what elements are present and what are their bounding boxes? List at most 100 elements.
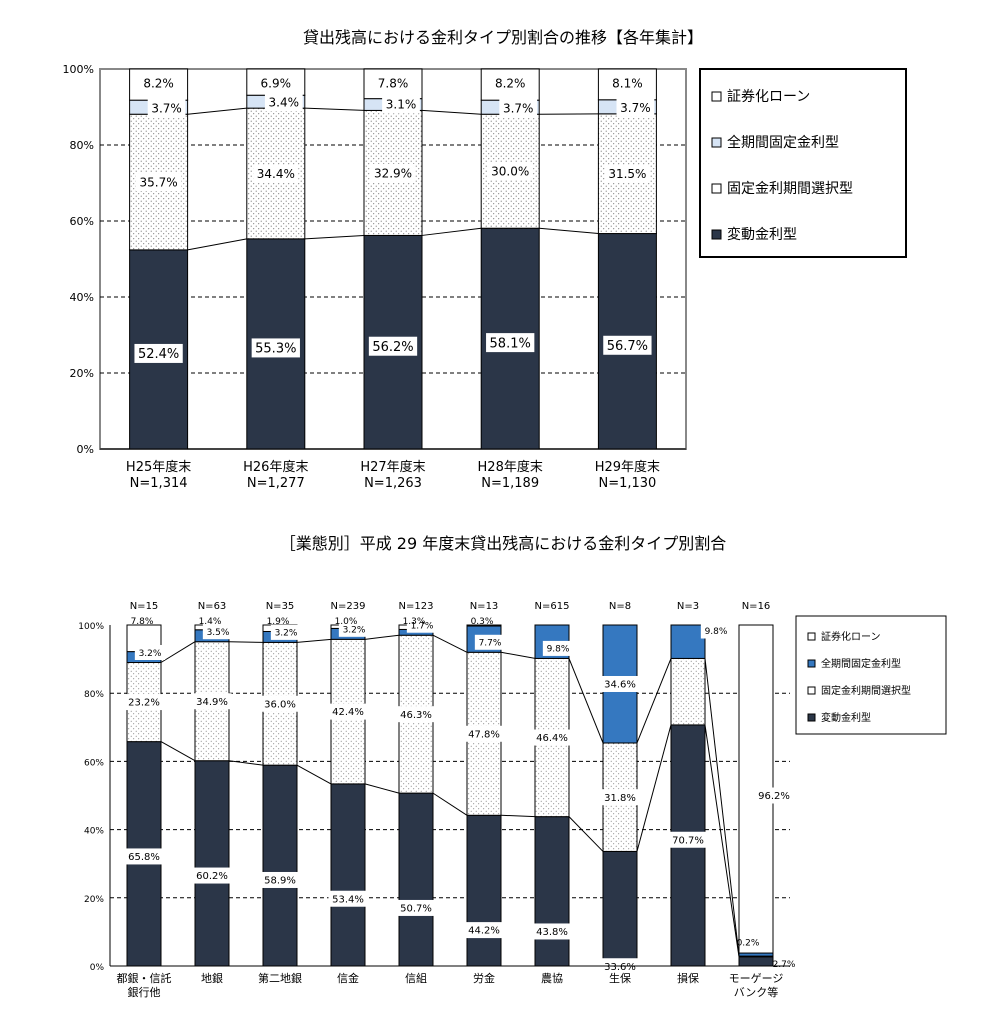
- label-full-fixed: 9.8%: [547, 645, 570, 655]
- label-securitized: 1.9%: [267, 617, 290, 627]
- label-fixed-period-bg: [487, 162, 533, 181]
- n-label: N=35: [266, 601, 295, 612]
- label-securitized-bg: [374, 74, 412, 92]
- label-securitized: 96.2%: [758, 791, 790, 802]
- label-fixed-period: 31.5%: [608, 167, 646, 181]
- label-full-fixed: 3.4%: [269, 95, 300, 109]
- label-full-fixed-bg: [382, 95, 420, 114]
- connector-line: [364, 634, 400, 640]
- label-full-fixed-bg: [338, 621, 370, 637]
- label-securitized: 8.1%: [612, 76, 643, 90]
- y-tick-label: 100%: [63, 63, 94, 76]
- legend-swatch: [807, 713, 816, 722]
- connector-line: [636, 658, 672, 744]
- label-fixed-period-bg: [396, 706, 436, 723]
- legend-swatch: [807, 632, 816, 641]
- connector-line: [568, 816, 604, 852]
- label-floating-bg: [328, 890, 368, 907]
- y-tick-label: 0%: [90, 963, 105, 973]
- label-floating: 56.7%: [607, 339, 648, 354]
- label-full-fixed: 3.2%: [275, 629, 298, 639]
- connector-line: [432, 634, 468, 653]
- bar-5-series-0: [466, 814, 502, 967]
- label-floating-bg: [396, 899, 436, 916]
- label-full-fixed: 3.2%: [139, 649, 162, 659]
- label-full-fixed-bg: [616, 98, 655, 117]
- y-tick-label: 60%: [84, 758, 104, 768]
- label-fixed-period-bg: [328, 703, 368, 720]
- n-label: N=615: [535, 601, 570, 612]
- label-fixed-period-bg: [604, 164, 650, 183]
- connector-line: [304, 107, 365, 111]
- label-floating-bg: [486, 333, 535, 353]
- label-full-fixed-bg: [474, 634, 506, 650]
- connector-line: [432, 792, 468, 816]
- connector-line: [421, 109, 482, 115]
- connector-line: [500, 651, 536, 659]
- label-fixed-period-bg: [370, 163, 416, 182]
- x-tick-label: H27年度末: [360, 459, 425, 475]
- label-full-fixed: 3.7%: [151, 102, 182, 116]
- label-floating: 50.7%: [400, 904, 432, 915]
- n-label: N=1,130: [598, 476, 656, 491]
- y-tick-label: 60%: [70, 215, 94, 228]
- bar-3-series-0: [330, 783, 366, 967]
- connector-line: [364, 783, 400, 794]
- label-floating-bg: [532, 923, 572, 940]
- bar-7-series-0: [602, 850, 638, 967]
- x-tick-label: 生保: [609, 971, 631, 985]
- x-tick-label: 信金: [337, 971, 359, 985]
- connector-line: [568, 658, 604, 744]
- connector-line: [704, 724, 740, 957]
- connector-line: [539, 227, 599, 235]
- label-securitized-bg: [139, 74, 178, 92]
- connector-line: [160, 641, 196, 663]
- y-tick-label: 100%: [78, 622, 104, 632]
- y-tick-label: 40%: [84, 827, 104, 837]
- label-floating: 52.4%: [138, 347, 179, 362]
- legend-label: 固定金利期間選択型: [821, 684, 911, 697]
- x-tick-label: 損保: [677, 971, 699, 985]
- label-floating-bg: [668, 831, 708, 848]
- label-fixed-period-bg: [253, 164, 299, 183]
- connector-line: [160, 741, 196, 762]
- label-fixed-period: 47.8%: [468, 729, 500, 740]
- y-tick-label: 20%: [84, 895, 104, 905]
- legend-swatch: [711, 229, 722, 240]
- n-label: N=239: [331, 601, 366, 612]
- label-full-fixed: 3.7%: [503, 102, 534, 116]
- connector-line: [228, 760, 264, 766]
- y-tick-label: 40%: [70, 291, 94, 304]
- label-fixed-period: 23.2%: [128, 698, 160, 709]
- n-label: N=15: [130, 601, 159, 612]
- x-tick-label: 地銀: [201, 971, 223, 985]
- label-securitized: 6.9%: [261, 76, 292, 90]
- label-floating-bg: [368, 336, 418, 356]
- legend-swatch: [807, 686, 816, 695]
- label-floating-bg: [464, 922, 504, 939]
- x-tick-label: H25年度末: [126, 459, 191, 475]
- label-floating: 44.2%: [468, 926, 500, 937]
- label-fixed-period: 46.4%: [536, 733, 568, 744]
- n-label: N=16: [742, 601, 771, 612]
- x-tick-label: バンク等: [734, 985, 779, 999]
- n-label: N=1,314: [130, 476, 188, 491]
- y-tick-label: 20%: [70, 367, 94, 380]
- label-fixed-period-bg: [124, 694, 164, 711]
- chart1: 52.4% 35.7% 3.7% 8.2% 55.3% 34.4% 3.4% 6.9% 56.2…: [63, 63, 907, 491]
- n-label: N=13: [470, 601, 499, 612]
- connector-line: [500, 814, 536, 818]
- n-label: N=1,189: [481, 476, 539, 491]
- y-tick-label: 80%: [70, 139, 94, 152]
- label-floating: 55.3%: [255, 342, 296, 357]
- connector-line: [704, 658, 740, 957]
- label-floating: 53.4%: [332, 894, 364, 905]
- n-label: N=1,277: [247, 476, 305, 491]
- legend-swatch: [807, 659, 816, 668]
- label-fixed-period: 32.9%: [374, 166, 412, 180]
- label-full-fixed: 9.8%: [705, 627, 728, 637]
- connector-line: [296, 638, 332, 643]
- chart2-title: ［業態別］平成 29 年度末貸出残高における金利タイプ別割合: [279, 534, 727, 553]
- n-label: N=3: [677, 601, 699, 612]
- label-floating: 2.7%: [773, 960, 796, 970]
